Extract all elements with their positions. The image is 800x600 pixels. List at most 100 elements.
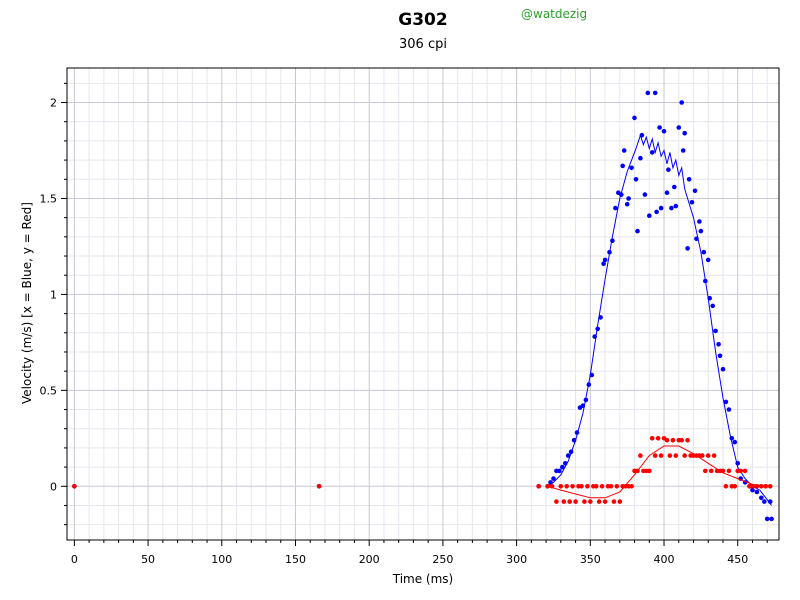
data-point-2-10 [570, 484, 575, 489]
y-tick-label: 2 [50, 97, 57, 110]
data-point-0-47 [661, 129, 667, 134]
data-point-0-36 [635, 228, 640, 234]
data-point-2-45 [673, 453, 679, 458]
data-point-0-83 [759, 495, 764, 501]
data-point-2-67 [738, 468, 743, 474]
data-point-0-32 [626, 196, 631, 201]
data-point-2-9 [567, 499, 572, 504]
data-point-0-46 [658, 205, 664, 211]
data-point-0-33 [629, 165, 634, 171]
series-line-3 [547, 445, 768, 499]
data-point-2-62 [723, 484, 729, 489]
data-point-2-2 [536, 484, 541, 489]
x-axis-label: Time (ms) [392, 572, 454, 586]
data-point-2-23 [608, 484, 614, 489]
data-point-2-68 [742, 468, 748, 474]
data-point-2-58 [711, 453, 717, 458]
data-point-0-5 [551, 476, 556, 481]
data-point-2-74 [767, 484, 773, 489]
data-point-0-49 [666, 167, 671, 172]
data-point-0-37 [638, 155, 643, 161]
data-point-0-51 [672, 184, 677, 190]
data-point-0-30 [621, 148, 627, 153]
data-point-2-47 [679, 437, 684, 443]
y-tick-label: 1.5 [40, 192, 58, 205]
data-point-2-72 [759, 484, 764, 489]
x-tick-label: 450 [727, 553, 748, 566]
data-point-2-55 [703, 468, 708, 474]
data-point-2-42 [664, 437, 670, 443]
data-point-2-16 [588, 499, 593, 504]
data-point-0-71 [717, 353, 723, 359]
data-point-0-31 [624, 201, 630, 207]
data-point-0-68 [710, 303, 715, 309]
data-point-2-5 [554, 499, 559, 504]
data-point-2-18 [593, 484, 599, 489]
data-point-0-41 [647, 213, 652, 218]
data-point-0-23 [602, 257, 608, 263]
data-point-2-63 [726, 468, 732, 474]
data-point-0-87 [769, 516, 774, 522]
data-point-2-0 [72, 484, 77, 489]
data-point-0-7 [557, 468, 562, 474]
data-point-2-15 [585, 484, 590, 489]
data-point-2-65 [732, 484, 738, 489]
series-line-1 [547, 133, 772, 506]
data-point-2-11 [573, 499, 578, 504]
data-point-0-59 [689, 200, 695, 205]
data-point-0-57 [685, 246, 690, 251]
data-point-0-72 [720, 366, 726, 372]
data-point-2-6 [558, 484, 564, 489]
data-point-2-48 [682, 453, 687, 458]
data-point-0-85 [764, 516, 770, 522]
grid-minor [67, 68, 779, 540]
data-point-2-26 [617, 499, 623, 504]
chart-subtitle: 306 cpi [399, 37, 447, 52]
data-point-2-49 [685, 437, 690, 443]
data-point-0-26 [613, 205, 618, 211]
plot-frame [66, 67, 780, 541]
data-point-0-55 [680, 148, 686, 153]
data-point-0-70 [716, 342, 721, 347]
x-tick-label: 0 [71, 553, 78, 566]
data-point-2-57 [708, 468, 714, 474]
data-point-2-54 [700, 453, 705, 458]
x-tick-label: 300 [506, 553, 527, 566]
data-point-2-33 [638, 453, 643, 458]
data-point-0-35 [633, 177, 639, 182]
data-point-0-56 [682, 130, 687, 136]
data-point-0-81 [750, 487, 755, 493]
data-point-0-66 [705, 257, 711, 263]
data-point-0-84 [762, 499, 767, 504]
data-point-0-22 [601, 261, 606, 267]
data-point-0-82 [754, 489, 760, 495]
data-point-0-64 [701, 249, 707, 255]
data-point-2-7 [561, 499, 567, 504]
x-tick-label: 50 [141, 553, 155, 566]
data-point-0-76 [732, 439, 738, 445]
data-point-2-13 [579, 484, 584, 489]
data-point-0-60 [692, 188, 698, 194]
data-point-0-34 [632, 115, 637, 121]
data-point-2-21 [602, 499, 608, 504]
x-tick-label: 350 [580, 553, 601, 566]
data-point-0-39 [642, 192, 648, 197]
data-point-0-69 [713, 328, 718, 334]
grid-major [67, 68, 779, 540]
data-point-0-52 [673, 203, 679, 209]
data-point-0-42 [649, 150, 655, 155]
data-point-0-74 [726, 407, 732, 412]
watermark-label: @watdezig [521, 7, 588, 21]
x-tick-label: 100 [211, 553, 232, 566]
data-point-0-54 [679, 100, 684, 105]
x-tick-label: 400 [654, 553, 675, 566]
data-point-2-38 [652, 453, 658, 458]
x-tick-label: 200 [359, 553, 380, 566]
data-point-0-8 [560, 464, 565, 470]
data-point-2-19 [596, 499, 602, 504]
data-point-2-40 [658, 453, 664, 458]
data-point-0-45 [657, 125, 662, 130]
data-point-0-58 [686, 177, 692, 182]
series-layer [72, 90, 774, 522]
